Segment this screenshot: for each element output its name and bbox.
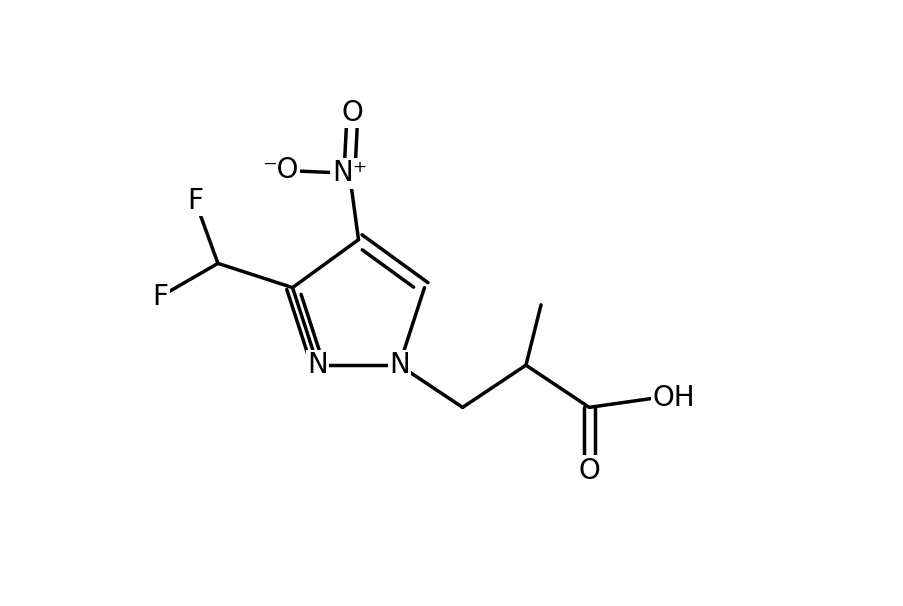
- Text: N: N: [307, 351, 328, 379]
- Text: N⁺: N⁺: [331, 159, 367, 187]
- Text: F: F: [153, 282, 168, 310]
- Text: O: O: [578, 457, 600, 485]
- Text: OH: OH: [652, 384, 694, 412]
- Text: ⁻O: ⁻O: [262, 156, 298, 184]
- Text: O: O: [341, 99, 363, 127]
- Text: N: N: [388, 351, 409, 379]
- Text: F: F: [187, 187, 203, 215]
